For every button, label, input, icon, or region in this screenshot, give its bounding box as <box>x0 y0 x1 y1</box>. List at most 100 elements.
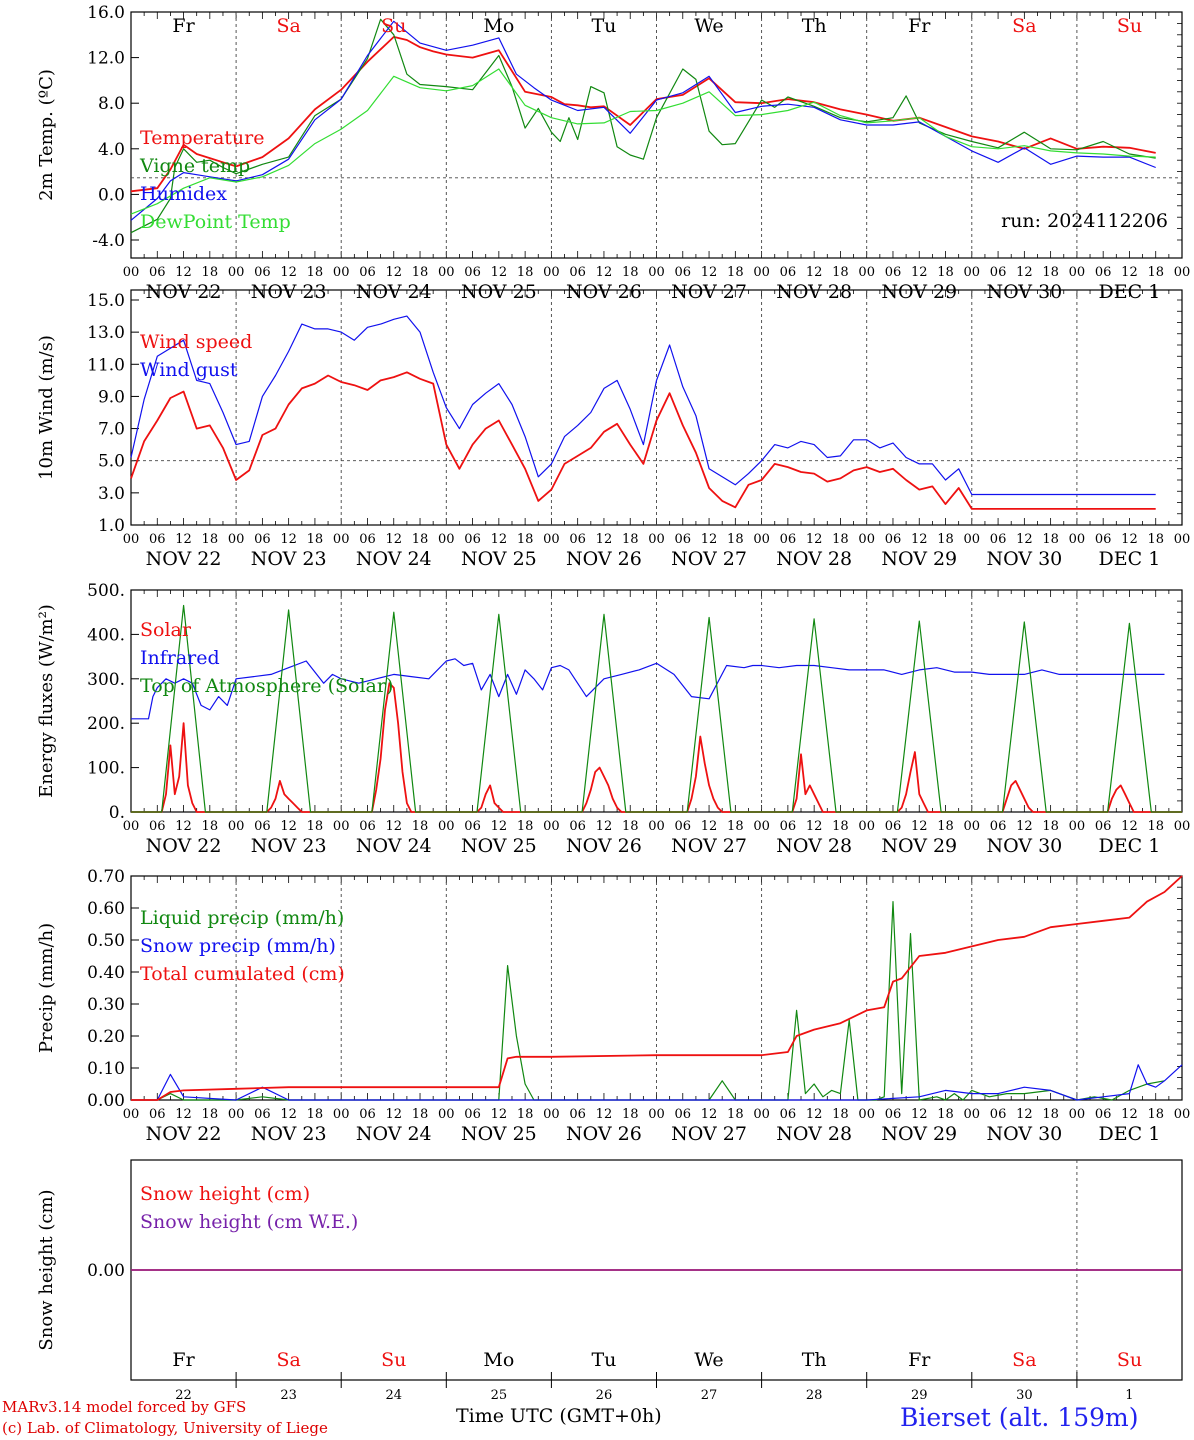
hour-tick-label: 00 <box>1174 532 1191 547</box>
date-label: NOV 29 <box>881 548 957 570</box>
hour-tick-label: 00 <box>333 1107 350 1122</box>
hour-tick-label: 00 <box>648 265 665 280</box>
hour-tick-label: 00 <box>648 1107 665 1122</box>
date-label: NOV 25 <box>461 835 537 857</box>
legend-entry: Wind speed <box>140 331 252 353</box>
day-number-label: 1 <box>1125 1388 1133 1403</box>
series-wind-gust <box>130 315 1156 496</box>
legend-entry: Top of Atmosphere (Solar) <box>140 675 393 697</box>
hour-tick-label: 00 <box>753 265 770 280</box>
hour-tick-label: 18 <box>727 532 744 547</box>
legend-entry: Snow precip (mm/h) <box>140 935 336 957</box>
date-label: NOV 26 <box>566 835 642 857</box>
date-label: NOV 22 <box>146 548 222 570</box>
y-tick-label: 400. <box>87 625 125 645</box>
hour-tick-label: 00 <box>123 819 140 834</box>
hour-tick-label: 12 <box>280 265 297 280</box>
hour-tick-label: 00 <box>753 532 770 547</box>
hour-tick-label: 06 <box>675 819 692 834</box>
hour-tick-label: 00 <box>1174 1107 1191 1122</box>
hour-tick-label: 12 <box>385 265 402 280</box>
y-tick-label: 0.0 <box>98 185 125 205</box>
series-humidex <box>130 20 1156 221</box>
hour-tick-label: 00 <box>438 1107 455 1122</box>
hour-tick-label: 00 <box>543 265 560 280</box>
hour-tick-label: 06 <box>885 819 902 834</box>
day-abbrev: Mo <box>483 15 514 37</box>
y-axis-title: 10m Wind (m/s) <box>36 335 57 480</box>
hour-tick-label: 00 <box>964 819 981 834</box>
hour-tick-label: 06 <box>359 819 376 834</box>
hour-tick-label: 12 <box>911 819 928 834</box>
y-tick-label: 5.0 <box>98 452 125 472</box>
hour-tick-label: 18 <box>937 1107 954 1122</box>
legend-entry: Infrared <box>140 647 220 669</box>
hour-tick-label: 00 <box>123 532 140 547</box>
hour-tick-label: 12 <box>385 1107 402 1122</box>
hour-tick-label: 00 <box>438 265 455 280</box>
y-tick-label: 0.20 <box>87 1027 125 1047</box>
hour-tick-label: 12 <box>1121 532 1138 547</box>
hour-tick-label: 18 <box>832 819 849 834</box>
day-number-label: 30 <box>1016 1388 1033 1403</box>
hour-tick-label: 18 <box>937 265 954 280</box>
series-wind-speed <box>130 371 1156 510</box>
hour-tick-label: 00 <box>648 532 665 547</box>
legend-entry: Liquid precip (mm/h) <box>140 907 344 929</box>
hour-tick-label: 06 <box>359 1107 376 1122</box>
y-tick-label: 12.0 <box>87 49 125 69</box>
day-abbrev: Tu <box>591 15 616 37</box>
date-label: NOV 27 <box>671 1123 747 1145</box>
hour-tick-label: 18 <box>832 532 849 547</box>
date-label: NOV 23 <box>251 548 327 570</box>
y-tick-label: 9.0 <box>98 387 125 407</box>
hour-tick-label: 12 <box>280 819 297 834</box>
hour-tick-label: 00 <box>438 819 455 834</box>
hour-tick-label: 00 <box>333 819 350 834</box>
hour-tick-label: 00 <box>1069 265 1086 280</box>
hour-tick-label: 06 <box>359 532 376 547</box>
hour-tick-label: 18 <box>622 265 639 280</box>
hour-tick-label: 00 <box>1174 265 1191 280</box>
hour-tick-label: 06 <box>254 265 271 280</box>
date-label: NOV 30 <box>986 1123 1062 1145</box>
legend-entry: Vigne temp <box>139 155 250 177</box>
hour-tick-label: 12 <box>911 265 928 280</box>
date-label: NOV 23 <box>251 835 327 857</box>
date-label: NOV 23 <box>251 1123 327 1145</box>
day-number-label: 26 <box>596 1388 613 1403</box>
hour-tick-label: 18 <box>517 1107 534 1122</box>
day-abbrev: Sa <box>276 1349 300 1371</box>
hour-tick-label: 06 <box>990 819 1007 834</box>
hour-tick-label: 18 <box>1147 1107 1164 1122</box>
hour-tick-label: 06 <box>885 532 902 547</box>
hour-tick-label: 12 <box>280 532 297 547</box>
y-tick-label: 0.00 <box>87 1261 125 1281</box>
day-abbrev: Sa <box>1012 1349 1036 1371</box>
hour-tick-label: 00 <box>753 819 770 834</box>
hour-tick-label: 12 <box>701 532 718 547</box>
date-label: NOV 30 <box>986 548 1062 570</box>
series-infrared <box>131 658 1165 720</box>
hour-tick-label: 00 <box>964 532 981 547</box>
hour-tick-label: 12 <box>911 532 928 547</box>
day-abbrev: We <box>694 15 723 37</box>
hour-tick-label: 00 <box>228 819 245 834</box>
hour-tick-label: 06 <box>780 819 797 834</box>
hour-tick-label: 12 <box>175 1107 192 1122</box>
hour-tick-label: 12 <box>701 265 718 280</box>
hour-tick-label: 00 <box>438 532 455 547</box>
hour-tick-label: 06 <box>149 1107 166 1122</box>
legend-entry: Snow height (cm) <box>140 1183 310 1205</box>
hour-tick-label: 06 <box>464 532 481 547</box>
hour-tick-label: 06 <box>254 819 271 834</box>
y-tick-label: 500. <box>87 581 125 601</box>
y-tick-label: 0. <box>109 803 125 823</box>
hour-tick-label: 00 <box>543 532 560 547</box>
y-tick-label: 15.0 <box>87 291 125 311</box>
hour-tick-label: 12 <box>175 532 192 547</box>
hour-tick-label: 06 <box>990 265 1007 280</box>
date-label: NOV 25 <box>461 1123 537 1145</box>
day-abbrev: Th <box>802 15 827 37</box>
day-abbrev: Mo <box>483 1349 514 1371</box>
